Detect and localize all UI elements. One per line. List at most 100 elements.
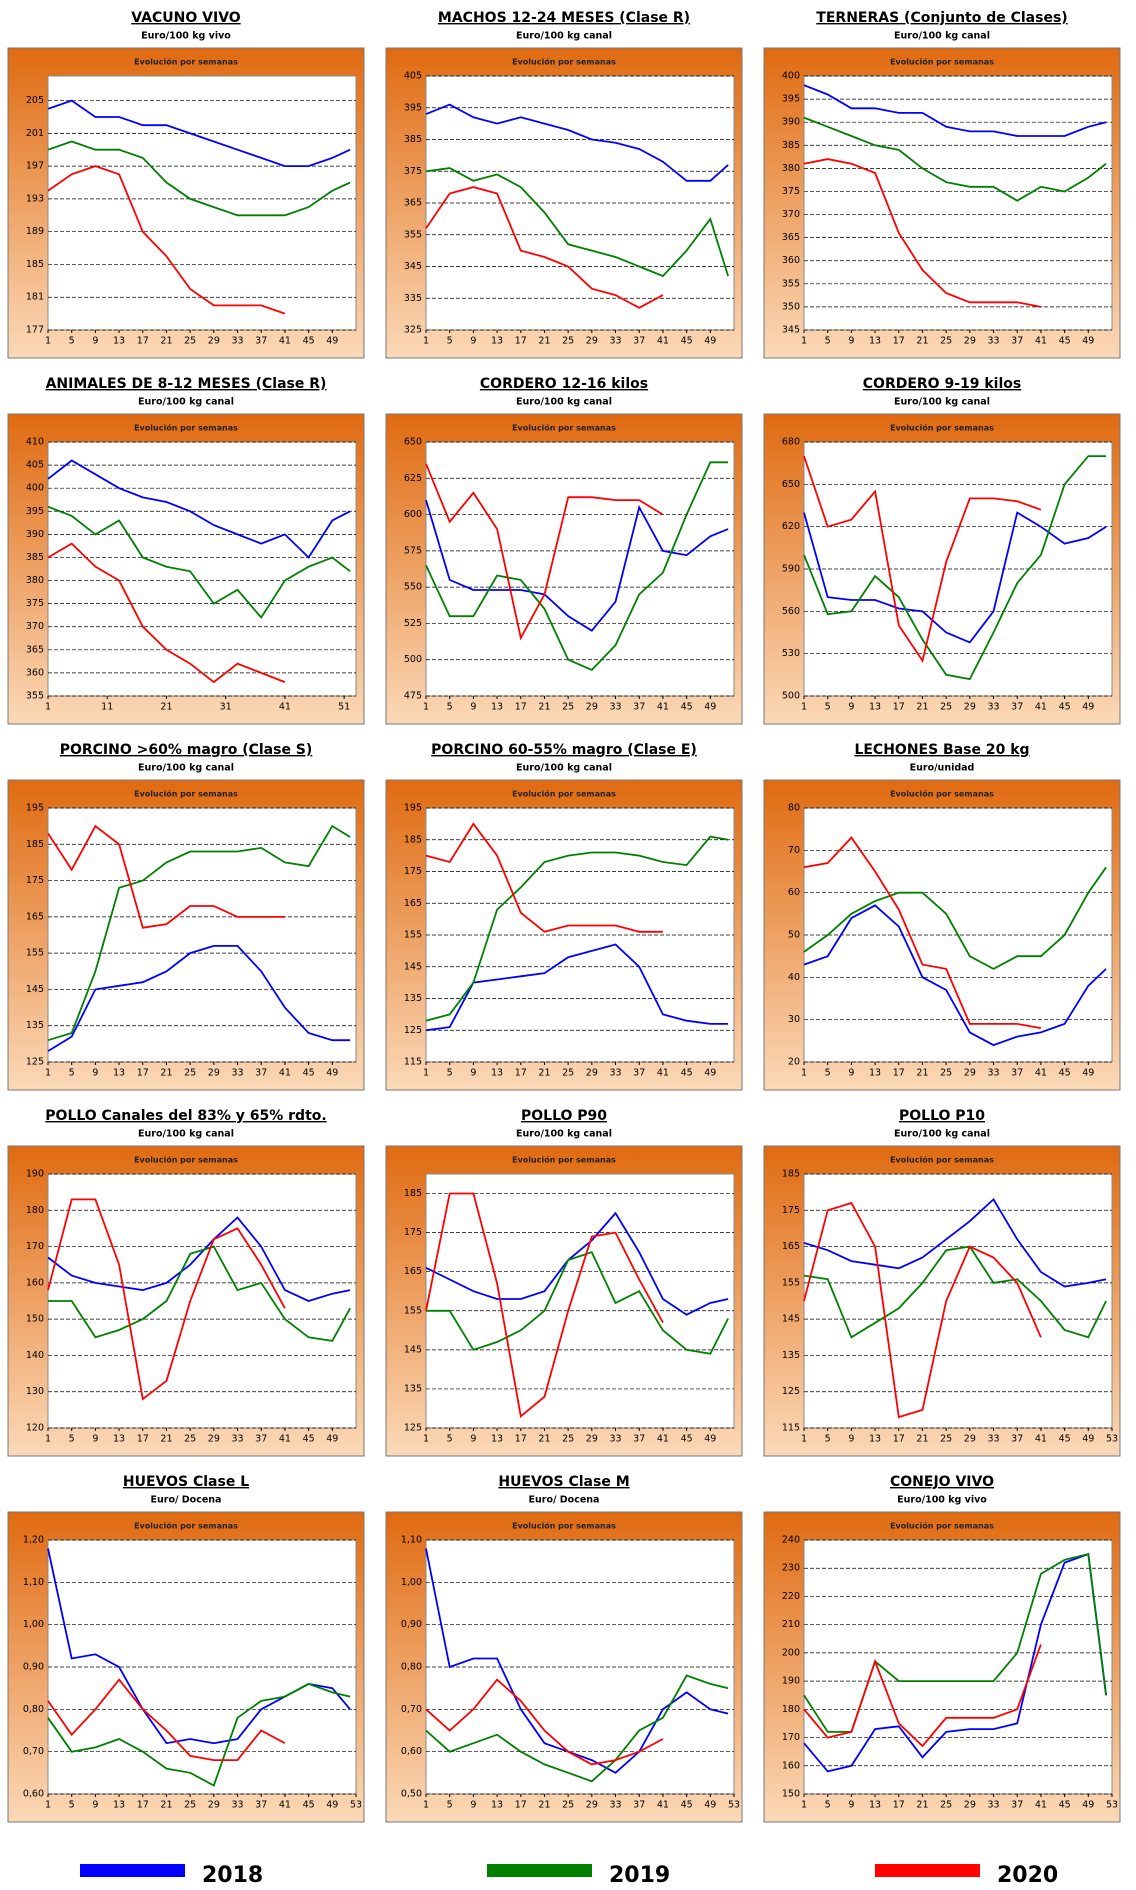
x-tick-label: 25	[184, 336, 196, 347]
x-tick-label: 5	[825, 336, 831, 347]
x-tick-label: 21	[916, 1068, 928, 1079]
y-tick-label: 410	[26, 437, 44, 448]
y-tick-label: 135	[26, 1020, 44, 1031]
chart-subtitle: Evolución por semanas	[890, 423, 994, 433]
series-line	[425, 943, 729, 1032]
y-tick-label: 193	[26, 193, 44, 204]
y-tick-label: 185	[404, 834, 422, 845]
x-tick-label: 1	[423, 1434, 429, 1445]
x-tick-label: 21	[538, 336, 550, 347]
series-line	[47, 1216, 351, 1302]
y-tick-label: 0,90	[401, 1619, 422, 1630]
chart-unit: Euro/100 kg canal	[516, 763, 612, 774]
x-tick-label: 13	[491, 1800, 503, 1811]
chart-unit: Euro/100 kg canal	[894, 31, 990, 42]
y-tick-label: 0,50	[401, 1789, 422, 1800]
series-line	[803, 455, 1042, 663]
plot-area	[425, 441, 735, 697]
series-line	[47, 1682, 351, 1787]
y-tick-label: 210	[782, 1619, 800, 1630]
y-tick-label: 0,70	[401, 1704, 422, 1715]
x-tick-label: 45	[1059, 702, 1071, 713]
x-tick-label: 45	[303, 1800, 315, 1811]
x-tick-label: 33	[987, 1068, 999, 1079]
chart-title: PORCINO 60-55% magro (Clase E)	[431, 742, 697, 758]
x-tick-label: 33	[231, 1434, 243, 1445]
x-tick-label: 37	[1011, 1800, 1023, 1811]
series-line	[425, 1674, 729, 1783]
x-tick-label: 21	[160, 1068, 172, 1079]
x-tick-label: 41	[657, 336, 669, 347]
y-tick-label: 375	[782, 186, 800, 197]
series-line	[425, 835, 729, 1022]
x-tick-label: 1	[45, 702, 51, 713]
x-tick-label: 1	[423, 1800, 429, 1811]
chart-title: POLLO Canales del 83% y 65% rdto.	[45, 1108, 326, 1124]
x-tick-label: 13	[113, 1800, 125, 1811]
series-line	[425, 1678, 664, 1766]
x-tick-label: 29	[208, 336, 220, 347]
series-line	[47, 1678, 286, 1761]
legend-label: 2018	[202, 1863, 263, 1888]
y-tick-label: 380	[26, 575, 44, 586]
x-tick-label: 29	[208, 1068, 220, 1079]
x-tick-label: 37	[633, 336, 645, 347]
series-line	[803, 1201, 1042, 1419]
x-tick-label: 41	[279, 1800, 291, 1811]
y-tick-label: 140	[26, 1350, 44, 1361]
x-tick-label: 13	[113, 1068, 125, 1079]
y-tick-label: 145	[782, 1314, 800, 1325]
chart-subtitle: Evolución por semanas	[512, 789, 616, 799]
series-line	[803, 1245, 1107, 1339]
x-tick-label: 49	[704, 1068, 716, 1079]
x-tick-label: 33	[609, 702, 621, 713]
x-tick-label: 13	[491, 702, 503, 713]
x-tick-label: 51	[338, 702, 350, 713]
x-tick-label: 29	[208, 1800, 220, 1811]
chart-title: CONEJO VIVO	[890, 1474, 994, 1490]
y-tick-label: 145	[404, 961, 422, 972]
x-tick-label: 29	[964, 702, 976, 713]
x-tick-label: 41	[1035, 702, 1047, 713]
y-tick-label: 155	[782, 1277, 800, 1288]
x-tick-label: 33	[987, 336, 999, 347]
chart-subtitle: Evolución por semanas	[512, 1155, 616, 1165]
x-tick-label: 9	[470, 336, 476, 347]
x-tick-label: 41	[1035, 1434, 1047, 1445]
x-tick-label: 5	[825, 1068, 831, 1079]
y-tick-label: 400	[782, 71, 800, 82]
chart-title: CORDERO 12-16 kilos	[480, 376, 648, 392]
y-tick-label: 145	[404, 1344, 422, 1355]
series-line	[803, 455, 1107, 681]
y-tick-label: 201	[26, 128, 44, 139]
x-tick-label: 1	[423, 702, 429, 713]
y-tick-label: 185	[26, 839, 44, 850]
y-tick-label: 115	[404, 1057, 422, 1068]
plot-area	[47, 1173, 357, 1429]
y-tick-label: 560	[782, 606, 800, 617]
x-tick-label: 17	[893, 702, 905, 713]
series-line	[425, 499, 729, 632]
x-tick-label: 13	[491, 336, 503, 347]
x-tick-label: 17	[137, 1068, 149, 1079]
x-tick-label: 5	[447, 1068, 453, 1079]
chart-title: TERNERAS (Conjunto de Clases)	[816, 10, 1067, 26]
x-tick-label: 25	[940, 1434, 952, 1445]
x-tick-label: 37	[255, 1434, 267, 1445]
x-tick-label: 49	[1082, 702, 1094, 713]
x-tick-label: 29	[586, 1434, 598, 1445]
x-tick-label: 25	[940, 1800, 952, 1811]
x-tick-label: 41	[657, 1434, 669, 1445]
x-tick-label: 45	[681, 702, 693, 713]
legend-label: 2020	[997, 1863, 1058, 1888]
y-tick-label: 150	[782, 1789, 800, 1800]
x-tick-label: 33	[609, 1434, 621, 1445]
x-tick-label: 25	[562, 1434, 574, 1445]
series-line	[425, 463, 664, 641]
x-tick-label: 49	[326, 1800, 338, 1811]
y-tick-label: 1,10	[23, 1577, 44, 1588]
x-tick-label: 41	[1035, 336, 1047, 347]
y-tick-label: 155	[26, 948, 44, 959]
series-line	[47, 99, 351, 167]
x-tick-label: 37	[633, 1434, 645, 1445]
